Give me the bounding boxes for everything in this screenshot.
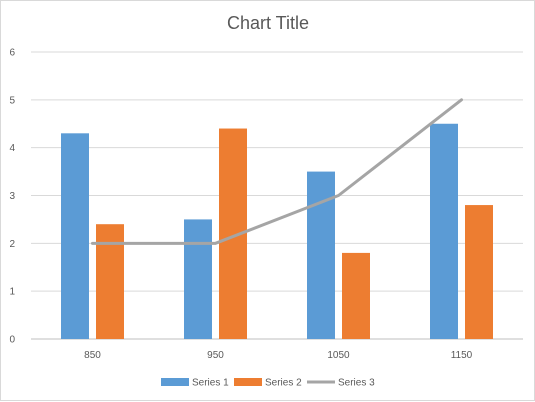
y-tick-label: 2 — [9, 239, 15, 250]
y-tick-label: 1 — [9, 287, 15, 298]
bar-series-1 — [61, 133, 89, 339]
chart-title: Chart Title — [227, 13, 309, 33]
bar-series-2 — [342, 252, 370, 339]
bar-series-2 — [465, 205, 493, 339]
bar-series — [61, 123, 493, 339]
y-tick-label: 5 — [9, 95, 15, 106]
bar-series-1 — [430, 123, 458, 339]
legend-label-series-2: Series 2 — [265, 378, 302, 389]
legend-swatch-series-1 — [161, 378, 189, 386]
x-tick-label: 1150 — [451, 350, 473, 361]
y-tick-label: 0 — [9, 335, 15, 346]
legend-swatch-series-2 — [234, 378, 262, 386]
y-tick-label: 6 — [9, 48, 15, 59]
y-axis-ticks: 0 1 2 3 4 5 6 — [9, 48, 15, 346]
y-tick-label: 4 — [9, 143, 15, 154]
bar-series-1 — [184, 219, 212, 339]
x-axis-ticks: 850 950 1050 1150 — [84, 350, 473, 361]
x-tick-label: 1050 — [327, 350, 350, 361]
x-tick-label: 950 — [207, 350, 224, 361]
bar-series-2 — [96, 224, 124, 339]
legend: Series 1 Series 2 Series 3 — [161, 378, 375, 389]
legend-label-series-1: Series 1 — [192, 378, 229, 389]
x-tick-label: 850 — [84, 350, 101, 361]
line-series — [91, 98, 463, 245]
line-series-3 — [91, 98, 463, 245]
y-tick-label: 3 — [9, 191, 15, 202]
bar-series-1 — [307, 171, 335, 339]
legend-label-series-3: Series 3 — [338, 378, 375, 389]
